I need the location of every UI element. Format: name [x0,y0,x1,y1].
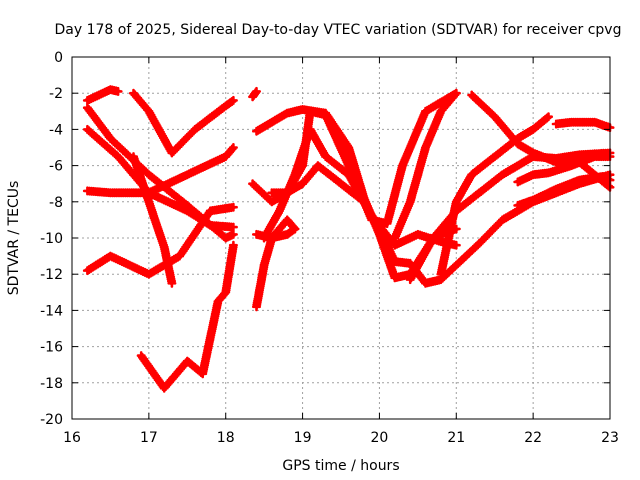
y-tick-label: -2 [49,86,63,102]
series-trace-6 [129,88,238,158]
series-trace-22 [513,172,615,210]
chart-title: Day 178 of 2025, Sidereal Day-to-day VTE… [55,22,622,38]
x-tick-label: 16 [63,430,81,446]
data-series-group [82,85,615,393]
y-tick-label: -14 [40,303,63,319]
y-tick-label: -8 [49,195,63,211]
x-tick-label: 20 [371,430,389,446]
series-trace-1 [82,85,123,105]
grid [72,57,610,419]
series-trace-9 [248,86,261,102]
y-tick-label: -10 [40,231,63,247]
series-trace-16 [390,88,461,243]
x-tick-label: 22 [524,430,542,446]
series-trace-8 [136,240,238,393]
series-trace-13 [252,224,300,312]
y-tick-label: -20 [40,412,63,428]
y-tick-label: -6 [49,159,63,175]
series-trace-5 [82,202,238,279]
x-tick-label: 21 [447,430,465,446]
x-tick-label: 19 [294,430,312,446]
x-tick-label: 17 [140,430,158,446]
y-tick-label: -12 [40,267,63,283]
y-tick-label: 0 [54,50,63,66]
x-tick-labels: 16 17 18 19 20 21 22 23 [63,430,619,446]
ticks [71,56,611,420]
series-trace-4 [82,143,238,198]
y-axis-label: SDTVAR / TECUs [6,181,22,296]
series-trace-3 [82,124,238,232]
x-axis-label: GPS time / hours [282,458,399,474]
y-tick-label: -18 [40,376,63,392]
series-trace-7 [129,152,177,288]
series-trace-20 [551,117,615,133]
y-tick-label: -16 [40,340,63,356]
series-trace-21 [513,152,615,187]
x-tick-label: 18 [217,430,235,446]
y-tick-label: -4 [49,122,63,138]
y-tick-labels: 0 -2 -4 -6 -8 -10 -12 -14 -16 -18 -20 [40,50,63,428]
x-tick-label: 23 [601,430,619,446]
